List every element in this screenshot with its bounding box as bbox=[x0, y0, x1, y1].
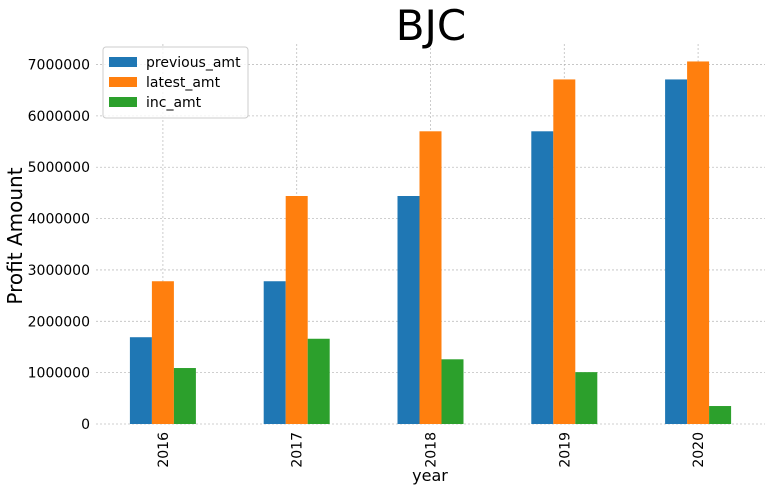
bar-inc_amt-2019 bbox=[575, 372, 598, 424]
bar-inc_amt-2016 bbox=[173, 368, 196, 424]
y-tick-label: 0 bbox=[81, 417, 90, 433]
bar-latest_amt-2016 bbox=[151, 281, 174, 424]
legend-label-previous_amt: previous_amt bbox=[146, 55, 241, 71]
y-tick-label: 3000000 bbox=[28, 263, 90, 279]
x-tick-label: 2018 bbox=[424, 432, 440, 468]
bar-previous_amt-2017 bbox=[263, 281, 286, 424]
y-tick-label: 1000000 bbox=[28, 366, 90, 382]
legend-box bbox=[102, 46, 249, 119]
legend-label-inc_amt: inc_amt bbox=[146, 95, 202, 111]
legend: previous_amt latest_amt inc_amt bbox=[102, 46, 249, 119]
bar-previous_amt-2019 bbox=[531, 131, 554, 424]
bar-latest_amt-2018 bbox=[419, 131, 442, 424]
bar-inc_amt-2017 bbox=[307, 338, 330, 424]
y-tick-label: 7000000 bbox=[28, 58, 90, 74]
chart-title: BJC bbox=[396, 1, 467, 50]
y-tick-label: 2000000 bbox=[28, 314, 90, 330]
x-axis-label: year bbox=[412, 466, 448, 485]
legend-swatch-latest_amt bbox=[109, 77, 137, 87]
bar-previous_amt-2018 bbox=[397, 196, 420, 424]
legend-label-latest_amt: latest_amt bbox=[146, 75, 221, 91]
y-axis-ticks: 0 1000000 2000000 3000000 4000000 5000000 6000… bbox=[28, 58, 90, 433]
bar-inc_amt-2020 bbox=[709, 406, 732, 424]
bars-layer bbox=[129, 61, 732, 424]
y-axis-label: Profit Amount bbox=[3, 167, 27, 304]
x-tick-label: 2017 bbox=[290, 432, 306, 468]
x-tick-label: 2019 bbox=[557, 432, 573, 468]
y-tick-label: 6000000 bbox=[28, 109, 90, 125]
legend-swatch-previous_amt bbox=[109, 57, 137, 67]
bar-latest_amt-2019 bbox=[553, 79, 576, 424]
bar-inc_amt-2018 bbox=[441, 359, 464, 424]
bar-previous_amt-2020 bbox=[665, 79, 688, 424]
x-tick-label: 2016 bbox=[156, 432, 172, 468]
bar-previous_amt-2016 bbox=[129, 337, 152, 424]
x-axis-ticks: 2016 2017 2018 2019 2020 bbox=[156, 432, 707, 468]
y-tick-label: 4000000 bbox=[28, 212, 90, 228]
y-tick-label: 5000000 bbox=[28, 160, 90, 176]
bar-latest_amt-2017 bbox=[285, 196, 308, 424]
bar-latest_amt-2020 bbox=[687, 61, 710, 424]
x-tick-label: 2020 bbox=[691, 432, 707, 468]
legend-swatch-inc_amt bbox=[109, 97, 137, 107]
